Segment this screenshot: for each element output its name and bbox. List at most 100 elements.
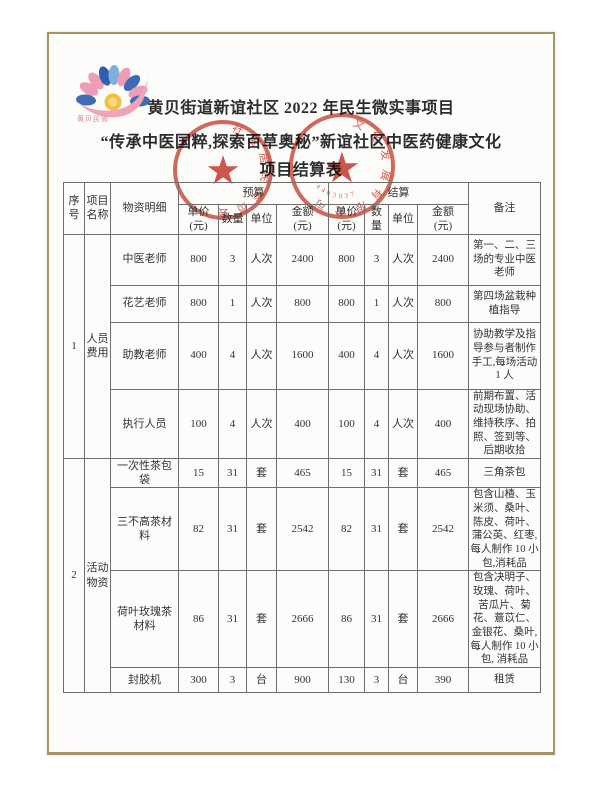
cell-budget-price: 100 — [178, 388, 219, 459]
cell-detail: 花艺老师 — [110, 284, 179, 323]
settlement-table: 序号 项目名称 物资明细 预算 结算 备注 单价 (元) 数量 单位 金额 (元… — [63, 182, 541, 694]
cell-budget-unit: 套 — [246, 570, 277, 669]
doc-title-line1: 黄贝街道新谊社区 2022 年民生微实事项目 — [147, 100, 455, 117]
cell-settle-price: 800 — [328, 284, 365, 323]
header-row-groups: 序号 项目名称 物资明细 预算 结算 备注 — [63, 182, 541, 235]
logo-swoosh — [78, 75, 149, 118]
cell-detail: 助教老师 — [110, 321, 179, 390]
cell-budget-qty: 1 — [218, 284, 247, 323]
cell-detail: 荷叶玫瑰茶材料 — [110, 570, 179, 669]
cell-settle-qty: 4 — [364, 321, 389, 390]
cell-settle-amount: 390 — [417, 667, 469, 694]
cell-detail: 三不高茶材料 — [110, 487, 179, 572]
cell-settle-price: 86 — [328, 570, 365, 669]
cell-settle-unit: 人次 — [388, 284, 418, 323]
cell-budget-unit: 台 — [246, 667, 277, 694]
cell-budget-amount: 400 — [276, 388, 329, 459]
cell-budget-qty: 31 — [218, 457, 247, 489]
section-name: 活动物资 — [84, 457, 111, 694]
header-row-subcolumns: 单价 (元) 数量 单位 金额 (元) 单价 (元) 数量 单位 金额 (元) — [64, 204, 541, 235]
cell-budget-amount: 800 — [276, 284, 329, 323]
cell-budget-qty: 4 — [218, 321, 247, 390]
cell-settle-amount: 1600 — [417, 321, 469, 390]
cell-budget-amount: 900 — [276, 667, 329, 694]
paper-sheet: 黄贝民微 黄贝街道新谊社区 2022 年民生微实事项目 “传承中医国粹,探索百草… — [47, 32, 555, 755]
col-group-budget: 预算 — [178, 182, 329, 205]
cell-remark: 第一、二、三场的专业中医老师 — [468, 233, 541, 286]
col-header-remark: 备注 — [468, 182, 541, 235]
cell-remark: 协助教学及指导参与者制作手工,每场活动 1 人 — [468, 321, 541, 390]
cell-settle-price: 100 — [328, 388, 365, 459]
cell-budget-unit: 人次 — [246, 233, 277, 286]
cell-settle-unit: 套 — [388, 570, 418, 669]
cell-remark: 第四场盆栽种植指导 — [468, 284, 541, 323]
cell-remark: 租赁 — [468, 667, 541, 694]
col-group-settlement: 结算 — [328, 182, 469, 205]
col-header-settle-amount: 金额 (元) — [417, 204, 469, 235]
table-row: 助教老师 400 4 人次 1600 400 4 人次 1600 协助教学及指导… — [64, 321, 541, 390]
doc-title-line2: “传承中医国粹,探索百草奥秘”新谊社区中医药健康文化 — [100, 134, 502, 151]
cell-budget-unit: 套 — [246, 457, 277, 489]
cell-budget-qty: 31 — [218, 570, 247, 669]
logo-petals — [76, 65, 150, 107]
cell-budget-price: 400 — [178, 321, 219, 390]
col-header-detail: 物资明细 — [110, 182, 179, 235]
section-index: 1 — [63, 233, 85, 459]
section-index: 2 — [63, 457, 85, 694]
cell-settle-unit: 套 — [388, 457, 418, 489]
cell-budget-unit: 人次 — [246, 388, 277, 459]
doc-title-line3: 项目结算表 — [259, 162, 343, 179]
section-name: 人员费用 — [84, 233, 111, 459]
cell-budget-price: 800 — [178, 233, 219, 286]
col-header-budget-price: 单价 (元) — [178, 204, 219, 235]
cell-settle-qty: 1 — [364, 284, 389, 323]
table-row: 花艺老师 800 1 人次 800 800 1 人次 800 第四场盆栽种植指导 — [64, 284, 541, 323]
cell-detail: 执行人员 — [110, 388, 179, 459]
cell-settle-unit: 套 — [388, 487, 418, 572]
cell-budget-unit: 套 — [246, 487, 277, 572]
cell-budget-qty: 4 — [218, 388, 247, 459]
cell-remark: 包含山楂、玉米须、桑叶、陈皮、荷叶、蒲公英、红枣,每人制作 10 小包,消耗品 — [468, 487, 541, 572]
col-header-project: 项目名称 — [84, 182, 111, 235]
col-header-settle-qty: 数量 — [364, 204, 389, 235]
cell-budget-qty: 31 — [218, 487, 247, 572]
logo-caption: 黄贝民微 — [77, 116, 109, 123]
cell-settle-amount: 2542 — [417, 487, 469, 572]
col-header-settle-price: 单价 (元) — [328, 204, 365, 235]
cell-settle-qty: 31 — [364, 570, 389, 669]
cell-budget-qty: 3 — [218, 233, 247, 286]
logo-graphic — [76, 65, 150, 118]
col-header-budget-amount: 金额 (元) — [276, 204, 329, 235]
cell-settle-qty: 3 — [364, 233, 389, 286]
cell-budget-price: 800 — [178, 284, 219, 323]
cell-settle-unit: 人次 — [388, 388, 418, 459]
cell-detail: 中医老师 — [110, 233, 179, 286]
cell-budget-amount: 465 — [276, 457, 329, 489]
cell-budget-qty: 3 — [218, 667, 247, 694]
logo-emblem-inner — [108, 97, 118, 107]
table-row: 荷叶玫瑰茶材料 86 31 套 2666 86 31 套 2666 包含决明子、… — [64, 570, 541, 669]
col-header-budget-qty: 数量 — [218, 204, 247, 235]
cell-settle-amount: 2666 — [417, 570, 469, 669]
cell-settle-qty: 3 — [364, 667, 389, 694]
cell-settle-price: 800 — [328, 233, 365, 286]
cell-settle-amount: 400 — [417, 388, 469, 459]
cell-settle-unit: 人次 — [388, 233, 418, 286]
cell-settle-amount: 465 — [417, 457, 469, 489]
table-row: 三不高茶材料 82 31 套 2542 82 31 套 2542 包含山楂、玉米… — [64, 487, 541, 572]
cell-settle-amount: 2400 — [417, 233, 469, 286]
cell-settle-price: 82 — [328, 487, 365, 572]
cell-budget-amount: 1600 — [276, 321, 329, 390]
col-header-settle-unit: 单位 — [388, 204, 418, 235]
col-header-index: 序号 — [63, 182, 85, 235]
cell-budget-unit: 人次 — [246, 284, 277, 323]
cell-budget-unit: 人次 — [246, 321, 277, 390]
cell-detail: 一次性茶包袋 — [110, 457, 179, 489]
table-row: 1 人员费用 中医老师 800 3 人次 2400 800 3 人次 2400 … — [63, 233, 541, 459]
cell-detail: 封胶机 — [110, 667, 179, 694]
cell-settle-qty: 4 — [364, 388, 389, 459]
table-row: 2 活动物资 一次性茶包袋 15 31 套 465 15 31 套 465 三角… — [63, 457, 541, 694]
cell-budget-amount: 2542 — [276, 487, 329, 572]
cell-settle-unit: 人次 — [388, 321, 418, 390]
